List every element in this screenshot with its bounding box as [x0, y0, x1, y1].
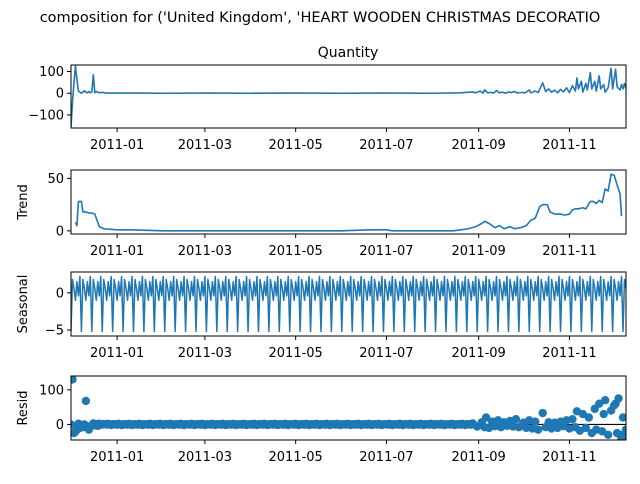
- trend-frame: [70, 169, 627, 235]
- trend-series-line: [74, 173, 623, 232]
- resid-y-axis-label: Resid: [16, 390, 31, 425]
- panel-quantity-title: Quantity: [318, 45, 379, 61]
- quantity-y-tick-label: 100: [39, 65, 64, 80]
- seasonal-x-tick-label: 2011-03: [178, 346, 232, 361]
- resid-point: [621, 425, 626, 434]
- quantity-x-tick-label: 2011-09: [452, 138, 506, 153]
- resid-point: [599, 409, 608, 419]
- resid-point: [600, 396, 610, 405]
- trend-x-tick-label: 2011-05: [269, 244, 323, 259]
- seasonal-x-tick-label: 2011-09: [452, 346, 506, 361]
- trend-x-tick-label: 2011-11: [542, 244, 596, 259]
- trend-x-tick-label: 2011-09: [452, 244, 506, 259]
- trend-y-tick-label: 50: [47, 172, 64, 187]
- resid-x-tick-label: 2011-03: [178, 450, 232, 465]
- quantity-y-tick-label: −100: [28, 108, 64, 123]
- figure-title: composition for ('United Kingdom', 'HEAR…: [40, 10, 601, 26]
- resid-point: [481, 413, 491, 422]
- resid-point: [71, 376, 77, 384]
- resid-point: [614, 394, 623, 403]
- quantity-series-line: [71, 65, 626, 127]
- resid-point: [581, 423, 591, 433]
- resid-point: [467, 420, 476, 429]
- resid-point: [568, 415, 577, 424]
- quantity-x-tick-label: 2011-01: [90, 138, 144, 153]
- seasonal-x-tick-label: 2011-11: [542, 346, 596, 361]
- quantity-x-tick-label: 2011-05: [269, 138, 323, 153]
- resid-point: [584, 413, 593, 422]
- seasonal-plot-area: [71, 275, 626, 333]
- trend-x-tick-label: 2011-07: [359, 244, 413, 259]
- seasonal-y-tick-label: 0: [56, 286, 64, 301]
- seasonal-frame: [70, 271, 627, 337]
- resid-point: [544, 418, 553, 427]
- quantity-plot-area: [71, 65, 626, 127]
- resid-x-tick-label: 2011-01: [90, 450, 144, 465]
- seasonal-x-tick-label: 2011-07: [359, 346, 413, 361]
- resid-x-tick-label: 2011-09: [452, 450, 506, 465]
- trend-y-axis-label: Trend: [16, 184, 31, 221]
- resid-frame: [70, 375, 627, 441]
- resid-point: [81, 396, 91, 406]
- quantity-y-tick-label: 0: [56, 87, 64, 102]
- resid-y-tick-label: 100: [39, 383, 64, 398]
- seasonal-series-line: [71, 275, 626, 333]
- resid-point: [534, 425, 543, 434]
- trend-x-tick-label: 2011-01: [90, 244, 144, 259]
- quantity-x-tick-label: 2011-03: [178, 138, 232, 153]
- quantity-x-tick-label: 2011-11: [542, 138, 596, 153]
- resid-x-tick-label: 2011-07: [359, 450, 413, 465]
- trend-plot-area: [74, 173, 623, 232]
- resid-point: [620, 432, 626, 440]
- resid-x-tick-label: 2011-05: [269, 450, 323, 465]
- quantity-frame: [70, 64, 627, 129]
- resid-point: [603, 430, 613, 440]
- resid-x-tick-label: 2011-11: [542, 450, 596, 465]
- resid-y-tick-label: 0: [56, 418, 64, 433]
- resid-point: [618, 413, 626, 422]
- seasonal-y-axis-label: Seasonal: [16, 275, 31, 334]
- seasonal-y-tick-label: −5: [45, 324, 64, 339]
- seasonal-x-tick-label: 2011-05: [269, 346, 323, 361]
- seasonal-x-tick-label: 2011-01: [90, 346, 144, 361]
- resid-point: [531, 417, 540, 426]
- resid-point: [511, 415, 521, 424]
- quantity-x-tick-label: 2011-07: [359, 138, 413, 153]
- resid-plot-area: [71, 376, 626, 440]
- trend-x-tick-label: 2011-03: [178, 244, 232, 259]
- trend-y-tick-label: 0: [56, 224, 64, 239]
- resid-point: [538, 408, 547, 418]
